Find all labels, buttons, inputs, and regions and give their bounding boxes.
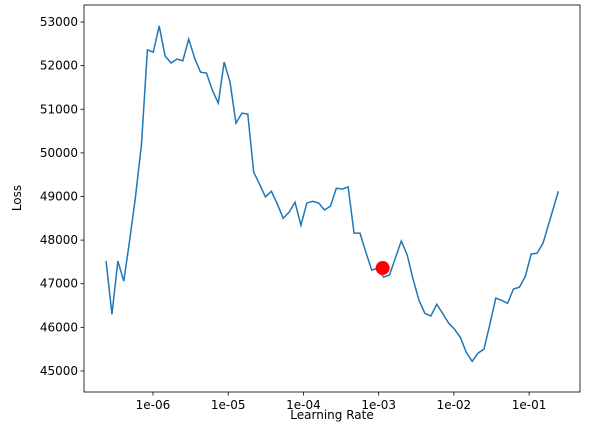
y-tick-label: 52000	[40, 59, 78, 73]
plot-frame	[83, 4, 581, 393]
y-tick-label: 51000	[40, 102, 78, 116]
x-tick-label: 1e-06	[136, 398, 171, 412]
y-axis-label: Loss	[10, 185, 24, 211]
x-tick-label: 1e-03	[361, 398, 396, 412]
x-tick-label: 1e-02	[437, 398, 472, 412]
y-tick-label: 45000	[40, 364, 78, 378]
y-tick-label: 46000	[40, 320, 78, 334]
x-tick-label: 1e-04	[286, 398, 321, 412]
y-tick-label: 53000	[40, 15, 78, 29]
loss-line	[105, 25, 560, 363]
y-tick-label: 49000	[40, 189, 78, 203]
x-tick-label: 1e-01	[512, 398, 547, 412]
x-tick-label: 1e-05	[211, 398, 246, 412]
y-tick-label: 48000	[40, 233, 78, 247]
x-axis-label: Learning Rate	[290, 408, 373, 422]
suggested-lr-marker	[375, 261, 390, 276]
y-tick-label: 47000	[40, 277, 78, 291]
y-tick-label: 50000	[40, 146, 78, 160]
